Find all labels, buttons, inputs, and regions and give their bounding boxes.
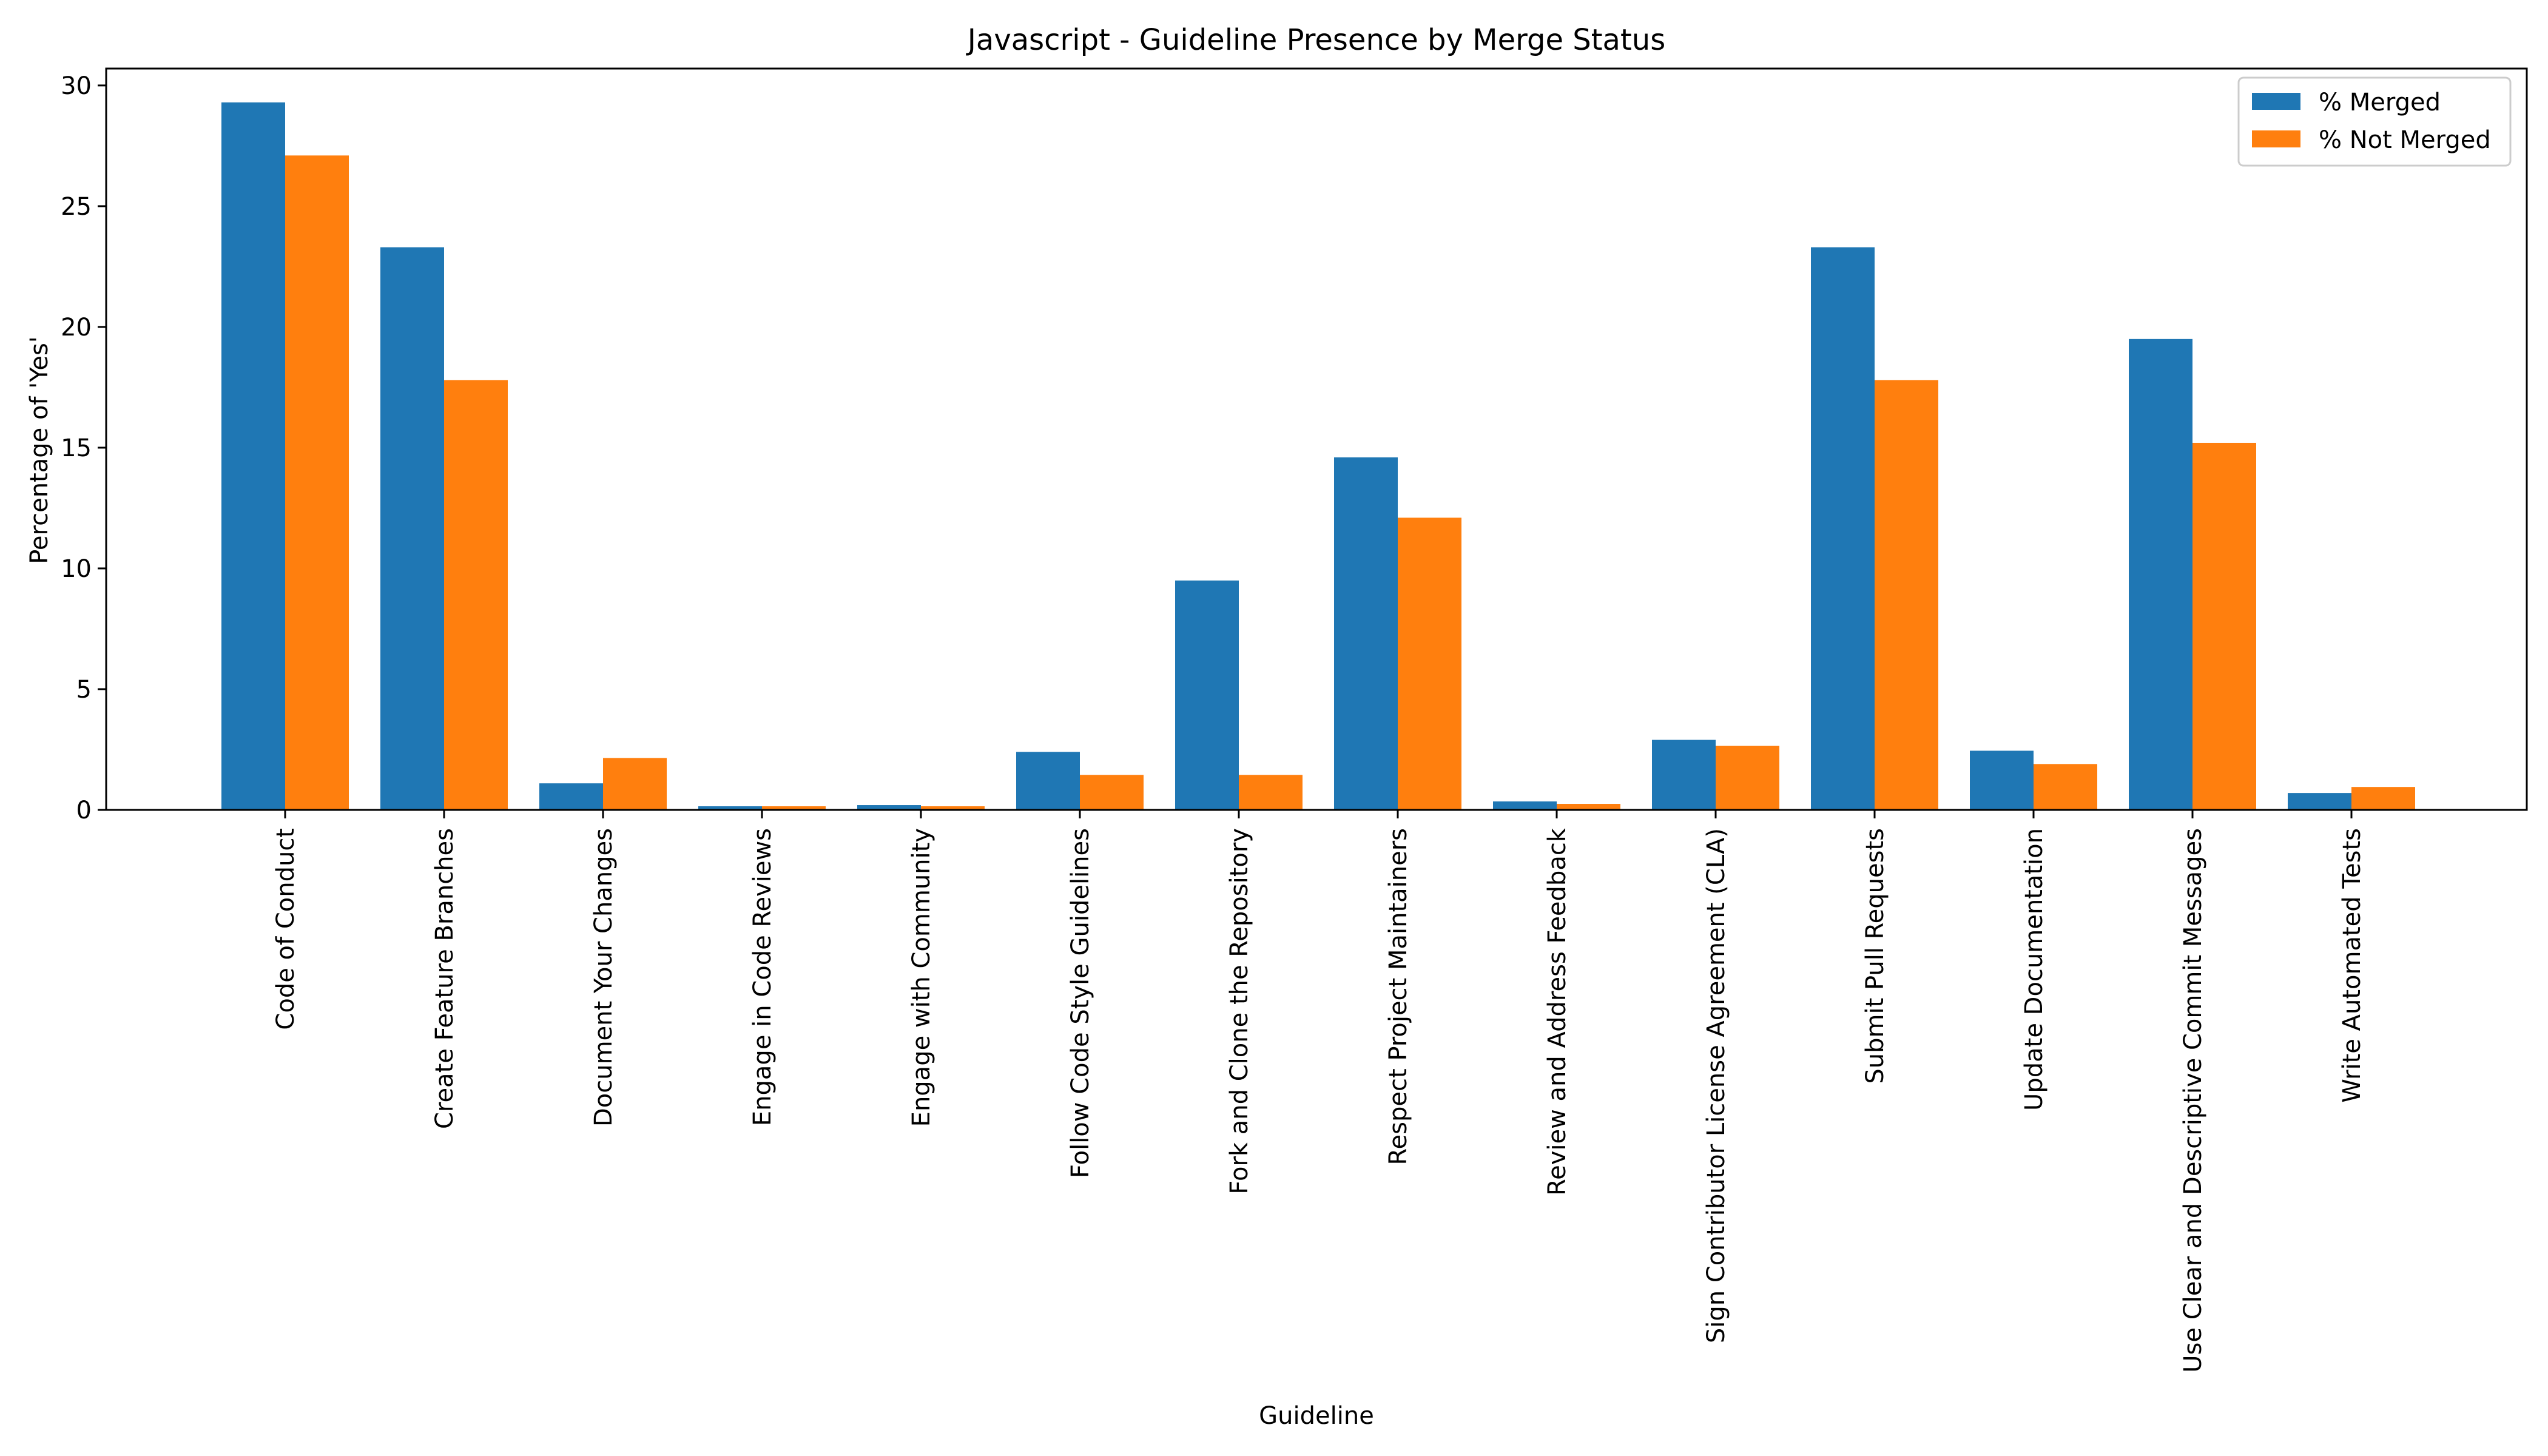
bar-merged-code-of-conduct (221, 102, 285, 811)
chart-title: Javascript - Guideline Presence by Merge… (966, 23, 1665, 57)
bar-merged-use-clear-and-descriptive-commit-messages (2129, 339, 2192, 810)
y-tick-label: 10 (61, 555, 92, 583)
bar-not-merged-respect-project-maintainers (1398, 517, 1461, 810)
x-tick-label-create-feature-branches: Create Feature Branches (431, 828, 459, 1129)
x-tick-label-submit-pull-requests: Submit Pull Requests (1861, 828, 1889, 1084)
bar-merged-document-your-changes (539, 783, 603, 810)
plot-frame (105, 67, 2528, 811)
bar-not-merged-sign-contributor-license-agreement-cla (1716, 746, 1779, 810)
legend-swatch-merged (2252, 93, 2300, 110)
bar-merged-respect-project-maintainers (1334, 457, 1398, 810)
x-tick-label-sign-contributor-license-agreement-cla: Sign Contributor License Agreement (CLA) (1702, 828, 1730, 1343)
bar-not-merged-fork-and-clone-the-repository (1239, 775, 1303, 810)
bar-merged-engage-with-community (857, 805, 921, 810)
bar-merged-submit-pull-requests (1811, 247, 1875, 811)
bars-layer (221, 102, 2415, 811)
x-tick-label-code-of-conduct: Code of Conduct (272, 828, 300, 1030)
bar-not-merged-engage-in-code-reviews (762, 806, 826, 810)
y-tick-label: 0 (76, 797, 92, 824)
bar-merged-review-and-address-feedback (1493, 801, 1557, 810)
x-tick-label-review-and-address-feedback: Review and Address Feedback (1543, 827, 1571, 1196)
y-tick-label: 20 (61, 314, 92, 342)
y-tick-label: 25 (61, 193, 92, 221)
bar-not-merged-code-of-conduct (285, 155, 349, 811)
x-tick-label-update-documentation: Update Documentation (2020, 828, 2048, 1111)
y-axis-label: Percentage of 'Yes' (25, 336, 53, 564)
legend: % Merged % Not Merged (2237, 76, 2512, 167)
legend-swatch-not-merged (2252, 130, 2300, 147)
bar-merged-sign-contributor-license-agreement-cla (1652, 740, 1716, 810)
bar-not-merged-engage-with-community (921, 806, 985, 810)
x-tick-label-fork-and-clone-the-repository: Fork and Clone the Repository (1225, 828, 1253, 1195)
bar-merged-update-documentation (1970, 750, 2034, 810)
bar-not-merged-create-feature-branches (444, 380, 508, 810)
y-tick-label: 15 (61, 434, 92, 462)
bar-not-merged-use-clear-and-descriptive-commit-messages (2192, 442, 2256, 810)
x-axis-label: Guideline (1259, 1402, 1374, 1430)
y-tick-label: 30 (61, 72, 92, 100)
x-tick-label-use-clear-and-descriptive-commit-messages: Use Clear and Descriptive Commit Message… (2179, 828, 2207, 1373)
bar-not-merged-review-and-address-feedback (1557, 804, 1620, 810)
x-tick-label-write-automated-tests: Write Automated Tests (2338, 828, 2366, 1103)
legend-label-merged: % Merged (2319, 89, 2441, 116)
bar-merged-engage-in-code-reviews (698, 806, 762, 810)
bar-merged-fork-and-clone-the-repository (1175, 580, 1239, 810)
legend-box (2237, 76, 2512, 167)
x-tick-label-engage-with-community: Engage with Community (908, 828, 935, 1127)
y-axis-ticks: 0 5 10 15 20 25 30 (61, 72, 106, 824)
bar-merged-write-automated-tests (2288, 793, 2351, 810)
bar-merged-follow-code-style-guidelines (1016, 752, 1080, 810)
x-axis-ticks: Code of Conduct Create Feature Branches Do… (272, 810, 2366, 1373)
bar-not-merged-submit-pull-requests (1875, 380, 1938, 810)
x-tick-label-engage-in-code-reviews: Engage in Code Reviews (749, 828, 777, 1126)
x-tick-label-document-your-changes: Document Your Changes (590, 828, 618, 1127)
bar-merged-create-feature-branches (380, 247, 444, 811)
bar-not-merged-update-documentation (2034, 764, 2097, 810)
legend-label-not-merged: % Not Merged (2319, 126, 2491, 154)
bar-not-merged-document-your-changes (603, 758, 667, 810)
bar-not-merged-follow-code-style-guidelines (1080, 775, 1144, 810)
x-tick-label-follow-code-style-guidelines: Follow Code Style Guidelines (1067, 828, 1094, 1178)
bar-not-merged-write-automated-tests (2351, 787, 2415, 810)
x-tick-label-respect-project-maintainers: Respect Project Maintainers (1384, 828, 1412, 1165)
y-tick-label: 5 (76, 676, 92, 704)
